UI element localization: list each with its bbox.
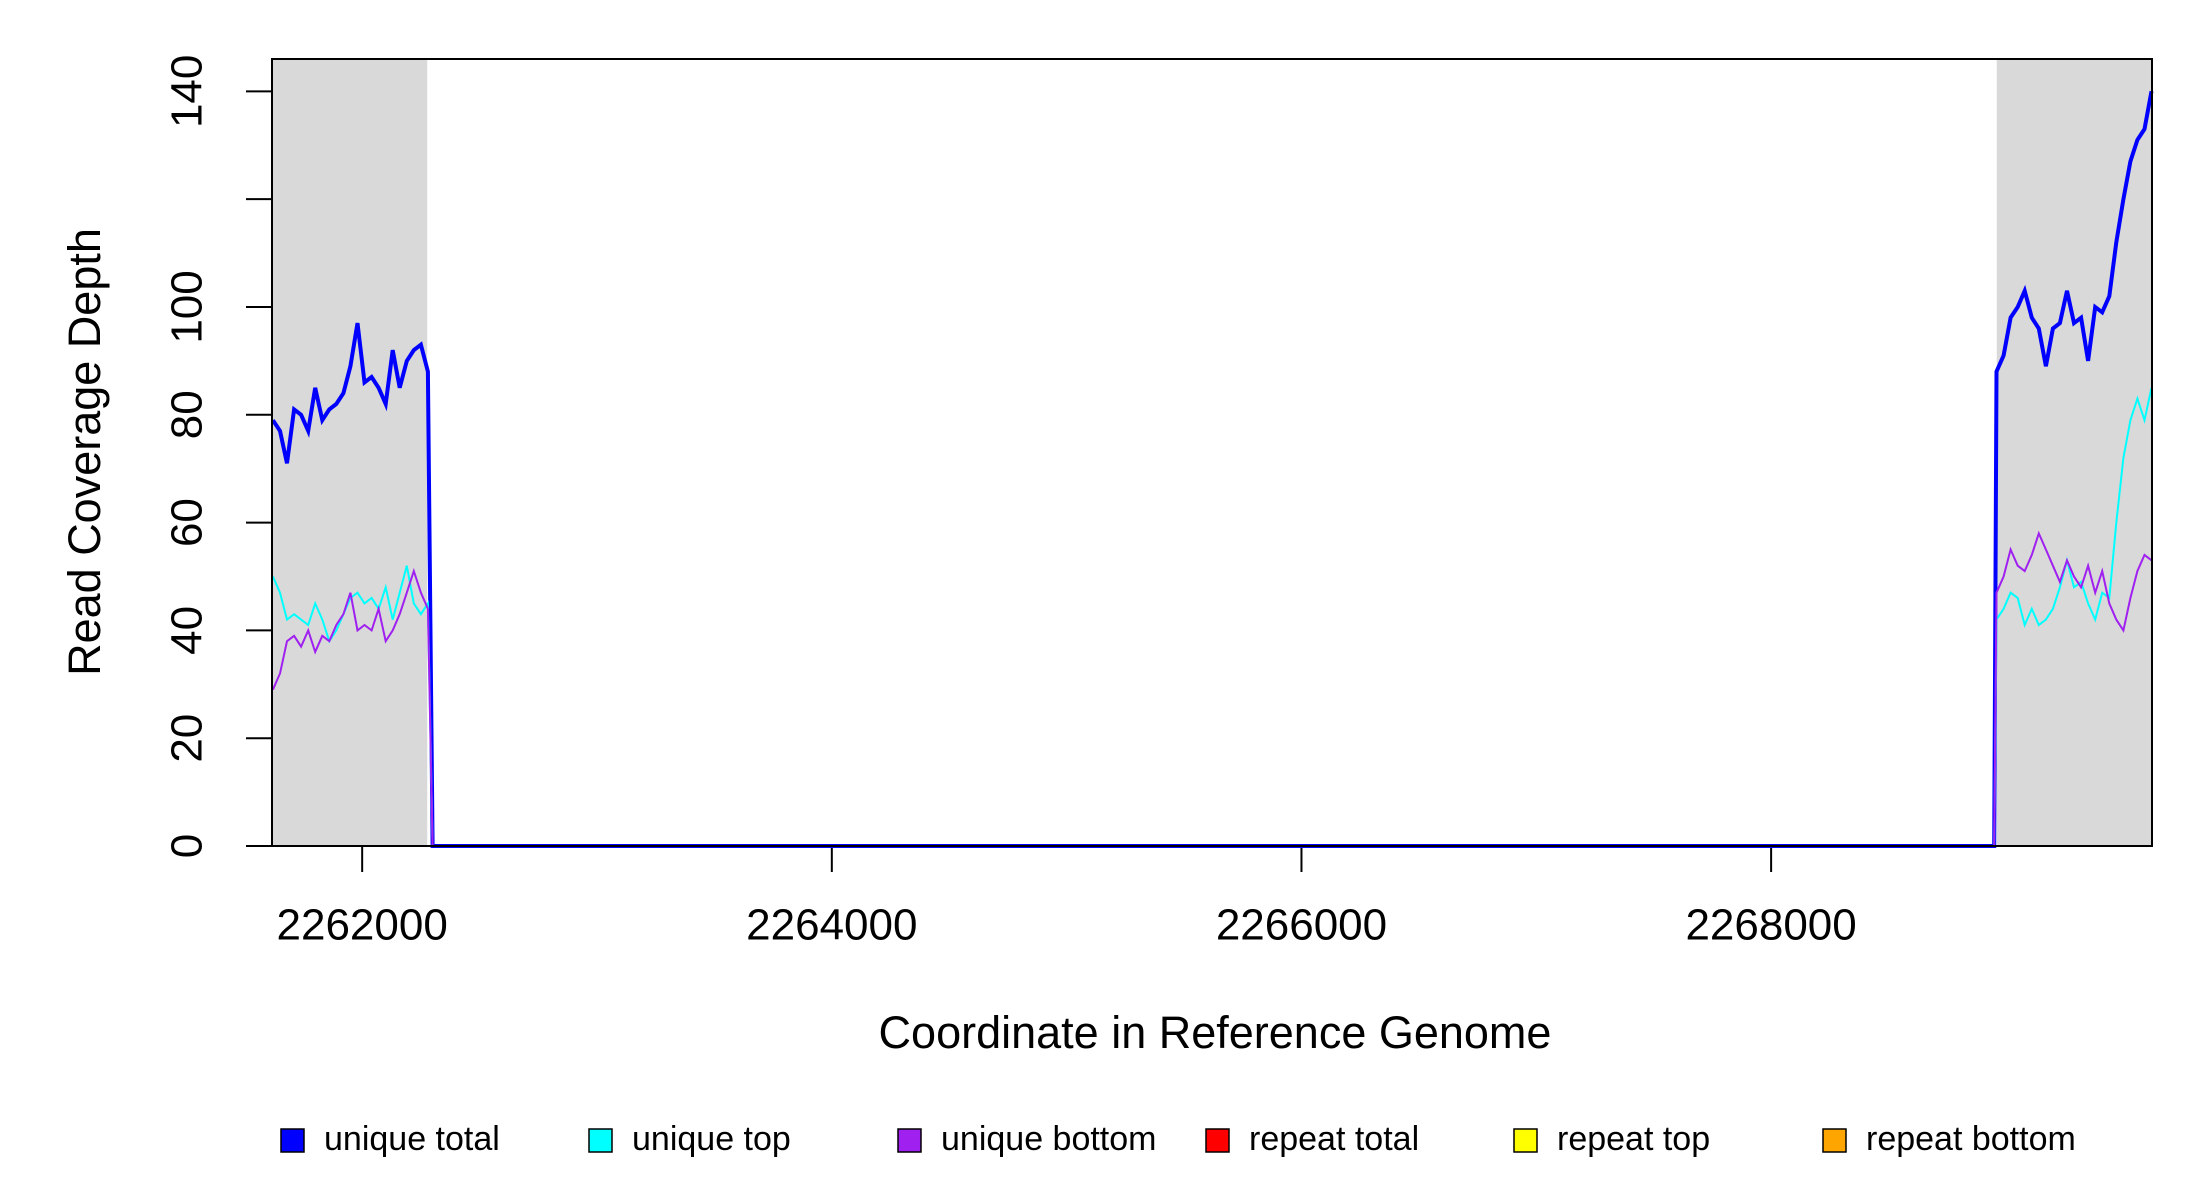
y-tick-label: 0: [163, 834, 212, 858]
series-line: [271, 387, 2153, 847]
x-tick-label: 2264000: [746, 901, 917, 950]
legend-label: repeat total: [1249, 1120, 1419, 1158]
y-tick-label: 60: [163, 498, 212, 547]
legend-label: unique top: [632, 1120, 791, 1158]
x-tick-label: 2268000: [1685, 901, 1856, 950]
y-tick-label: 80: [163, 390, 212, 439]
legend-label: repeat top: [1557, 1120, 1710, 1158]
legend-label: unique total: [324, 1120, 500, 1158]
legend-swatch: [1205, 1128, 1230, 1153]
y-tick-label: 40: [163, 606, 212, 655]
y-tick-label: 20: [163, 714, 212, 763]
legend-swatch: [1822, 1128, 1847, 1153]
y-tick-label: 140: [163, 55, 212, 128]
legend-swatch: [280, 1128, 305, 1153]
plot-border: [271, 58, 2153, 847]
x-tick-label: 2266000: [1216, 901, 1387, 950]
series-line: [271, 530, 2153, 847]
y-tick-label: 100: [163, 270, 212, 343]
legend-swatch: [1513, 1128, 1538, 1153]
series-line: [271, 90, 2154, 848]
legend-label: unique bottom: [941, 1120, 1157, 1158]
x-axis-title: Coordinate in Reference Genome: [879, 1007, 1552, 1058]
y-axis-title: Read Coverage Depth: [59, 228, 110, 676]
shaded-region: [272, 59, 428, 846]
legend-swatch: [897, 1128, 922, 1153]
legend-label: repeat bottom: [1866, 1120, 2076, 1158]
legend-swatch: [588, 1128, 613, 1153]
x-tick-label: 2262000: [277, 901, 448, 950]
